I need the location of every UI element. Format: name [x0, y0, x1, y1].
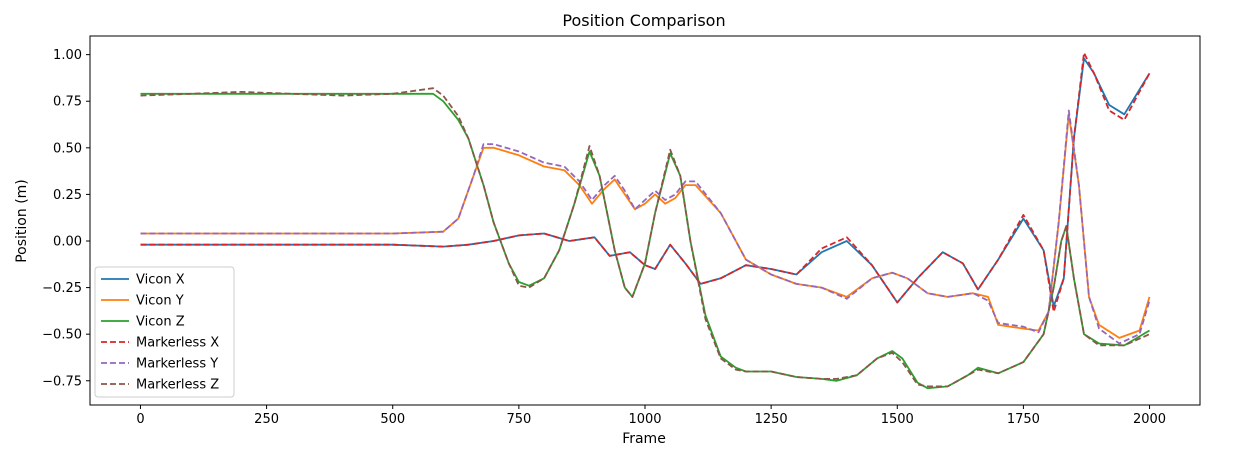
y-tick-label: 0.25: [53, 188, 82, 203]
y-axis: −0.75 −0.50 −0.25 0.00 0.25 0.50 0.75 1.00: [42, 48, 90, 389]
y-tick-label: 1.00: [53, 48, 82, 63]
x-tick-label: 1500: [881, 412, 914, 427]
x-axis-label: Frame: [622, 431, 666, 447]
x-tick-label: 1000: [628, 412, 661, 427]
y-tick-label: 0.75: [53, 95, 82, 110]
x-tick-label: 2000: [1133, 412, 1166, 427]
y-tick-label: −0.50: [42, 328, 82, 343]
legend-label: Vicon Y: [136, 294, 184, 309]
series-layer: [140, 51, 1151, 390]
y-tick-label: −0.25: [42, 281, 82, 296]
x-axis: 0 250 500 750 1000 1250 1500 1750 2000: [136, 405, 1166, 427]
legend-label: Markerless Y: [136, 357, 218, 372]
legend: Vicon X Vicon Y Vicon Z Markerless X Markerl…: [94, 266, 235, 398]
series-line-markerless-z: [140, 87, 1150, 388]
y-tick-label: 0.00: [53, 235, 82, 250]
y-tick-label: −0.75: [42, 374, 82, 389]
legend-label: Markerless Z: [136, 378, 219, 393]
series-line-markerless-x: [140, 51, 1151, 313]
legend-label: Vicon X: [136, 273, 185, 288]
x-tick-label: 1750: [1007, 412, 1040, 427]
legend-label: Markerless X: [136, 336, 219, 351]
chart-title: Position Comparison: [562, 11, 725, 30]
legend-label: Vicon Z: [136, 315, 185, 330]
y-tick-label: 0.50: [53, 141, 82, 156]
x-tick-label: 750: [506, 412, 531, 427]
legend-box: [94, 266, 235, 398]
x-tick-label: 1250: [755, 412, 788, 427]
x-tick-label: 250: [254, 412, 279, 427]
x-tick-label: 500: [380, 412, 405, 427]
y-axis-label: Position (m): [14, 179, 30, 263]
x-tick-label: 0: [136, 412, 144, 427]
